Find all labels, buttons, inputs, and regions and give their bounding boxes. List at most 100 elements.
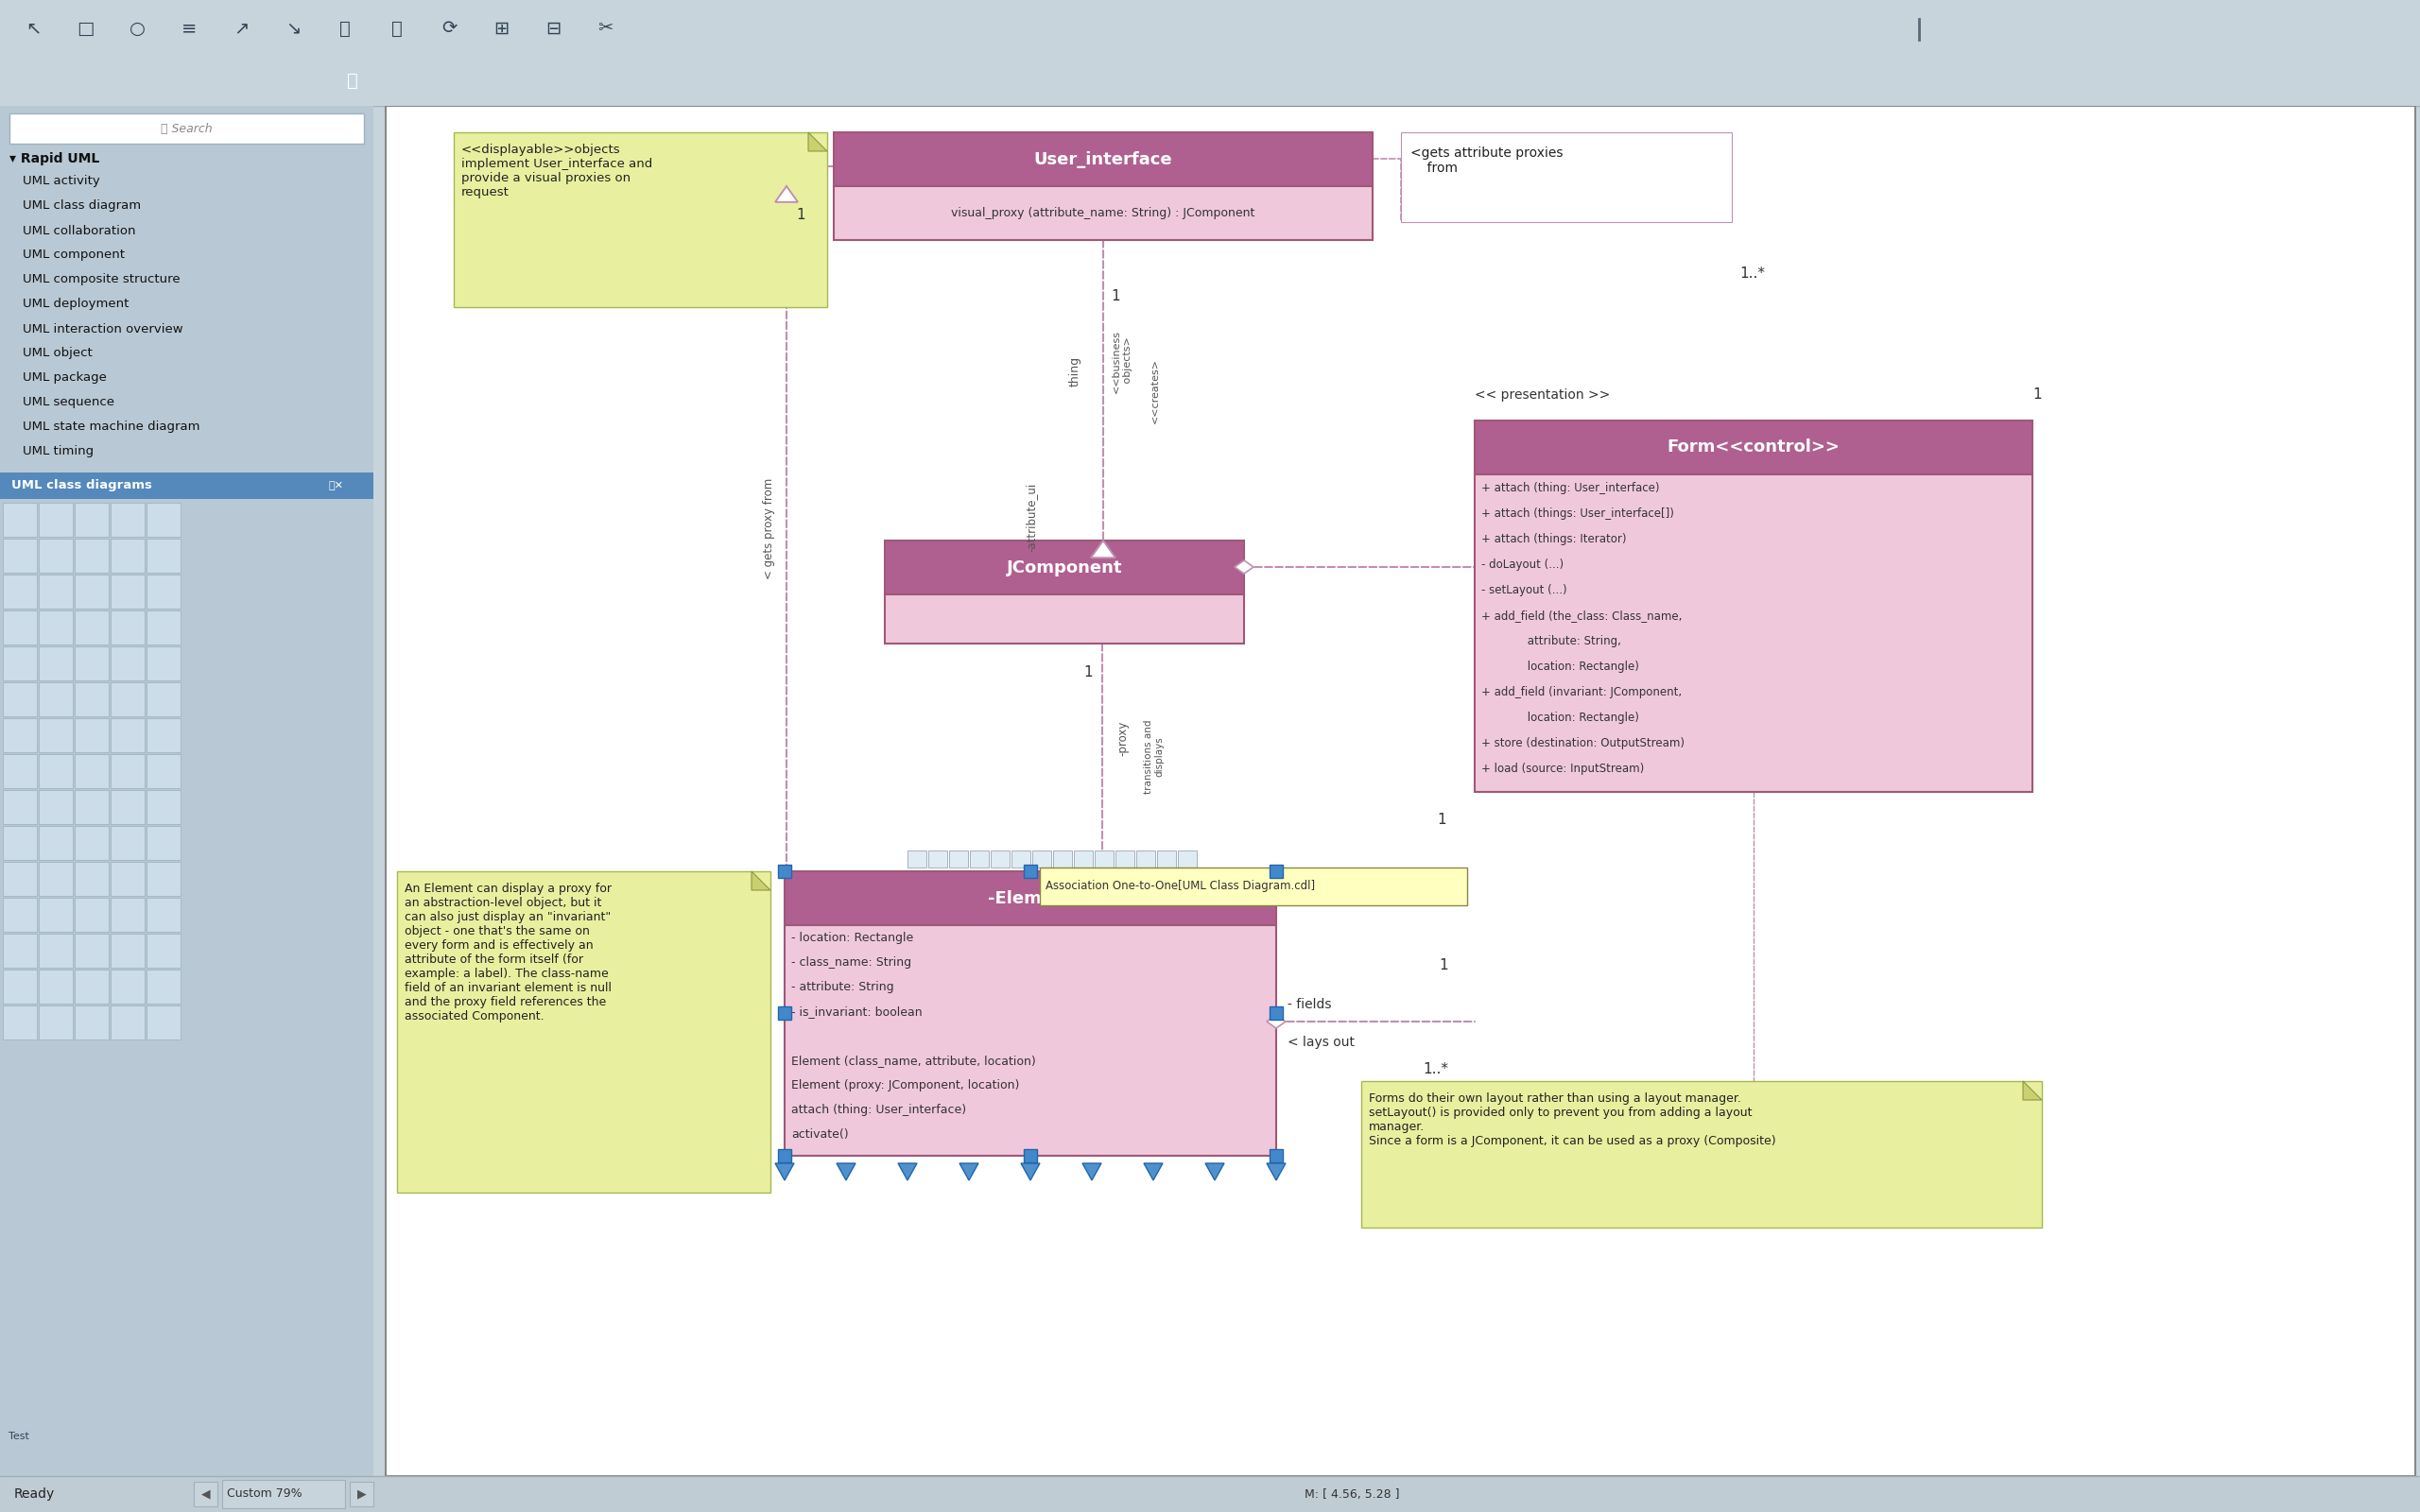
Bar	[39, 611, 73, 644]
Text: ↗: ↗	[232, 20, 249, 38]
Bar	[111, 575, 145, 608]
Bar	[63, 8, 106, 48]
Text: UML sequence: UML sequence	[22, 396, 114, 408]
Text: ↖: ↖	[24, 20, 41, 38]
Bar	[167, 8, 211, 48]
Bar	[784, 871, 1275, 925]
Bar	[1641, 8, 1684, 48]
Text: -proxy: -proxy	[1116, 720, 1128, 756]
Bar	[428, 8, 472, 48]
Bar	[111, 826, 145, 860]
Text: 1: 1	[796, 207, 806, 222]
Bar	[1796, 18, 2062, 39]
Text: 1: 1	[1111, 290, 1120, 304]
Bar	[0, 0, 2420, 59]
Bar	[111, 754, 145, 788]
Bar	[0, 106, 373, 1512]
Bar	[1157, 850, 1176, 868]
Bar	[990, 850, 1009, 868]
Bar	[1024, 865, 1038, 878]
Text: Custom 79%: Custom 79%	[227, 1488, 302, 1500]
Text: attribute: String,: attribute: String,	[1481, 635, 1621, 647]
Text: ⊟: ⊟	[544, 20, 561, 38]
Bar	[1116, 850, 1135, 868]
Bar	[1053, 850, 1072, 868]
Bar	[908, 850, 927, 868]
Polygon shape	[753, 871, 770, 891]
Bar	[75, 538, 109, 573]
Text: - doLayout (...): - doLayout (...)	[1481, 558, 1563, 570]
Bar	[1588, 8, 1631, 48]
Bar	[39, 1005, 73, 1040]
Text: ≡: ≡	[182, 20, 196, 38]
Bar	[644, 8, 687, 48]
Bar	[929, 850, 946, 868]
Text: ◀: ◀	[201, 1488, 211, 1500]
Bar	[970, 850, 990, 868]
Text: UML class diagrams: UML class diagrams	[12, 479, 152, 491]
Bar	[2, 611, 36, 644]
Bar	[75, 754, 109, 788]
Bar	[2, 647, 36, 680]
Bar	[223, 1480, 346, 1509]
Text: ↘: ↘	[286, 20, 300, 38]
Bar	[75, 969, 109, 1004]
Bar	[75, 682, 109, 717]
Text: attach (thing: User_interface): attach (thing: User_interface)	[791, 1104, 966, 1116]
Polygon shape	[958, 1163, 978, 1181]
Bar	[748, 8, 791, 48]
Text: UML class diagram: UML class diagram	[22, 200, 140, 212]
Bar	[194, 1482, 218, 1506]
Bar	[111, 1005, 145, 1040]
Bar	[75, 898, 109, 931]
Bar	[111, 718, 145, 751]
Text: Forms do their own layout rather than using a layout manager.
setLayout() is pro: Forms do their own layout rather than us…	[1370, 1092, 1776, 1148]
Bar	[2, 575, 36, 608]
Text: 1..*: 1..*	[1740, 268, 1764, 281]
Text: visual_proxy (attribute_name: String) : JComponent: visual_proxy (attribute_name: String) : …	[951, 207, 1256, 219]
Bar	[148, 538, 182, 573]
Text: location: Rectangle): location: Rectangle)	[1481, 661, 1638, 673]
Bar	[39, 647, 73, 680]
Bar	[271, 8, 315, 48]
Text: + attach (thing: User_interface): + attach (thing: User_interface)	[1481, 482, 1660, 494]
Bar	[2, 789, 36, 824]
Text: ⟳: ⟳	[440, 20, 457, 38]
Bar	[75, 611, 109, 644]
Bar	[75, 647, 109, 680]
Text: - location: Rectangle: - location: Rectangle	[791, 931, 912, 943]
Text: UML deployment: UML deployment	[22, 298, 128, 310]
Text: UML collaboration: UML collaboration	[22, 224, 136, 237]
Bar	[148, 682, 182, 717]
Text: - is_invariant: boolean: - is_invariant: boolean	[791, 1005, 922, 1018]
Bar	[39, 682, 73, 717]
Bar	[2, 933, 36, 968]
Text: transitions and
displays: transitions and displays	[1145, 720, 1164, 794]
Text: ✂: ✂	[598, 20, 612, 38]
Bar	[1137, 850, 1154, 868]
Bar	[111, 898, 145, 931]
Bar	[2, 969, 36, 1004]
Bar	[148, 898, 182, 931]
Bar	[148, 826, 182, 860]
Polygon shape	[774, 1163, 794, 1181]
Bar	[148, 718, 182, 751]
Bar	[1270, 1007, 1283, 1019]
Text: 🔍 Search: 🔍 Search	[160, 122, 213, 135]
Text: + add_field (the_class: Class_name,: + add_field (the_class: Class_name,	[1481, 609, 1682, 621]
Bar	[1692, 8, 1735, 48]
Bar	[39, 826, 73, 860]
Bar	[2, 1005, 36, 1040]
Text: <<business
 objects>: <<business objects>	[1111, 330, 1133, 393]
Bar	[1360, 1081, 2042, 1228]
Bar	[39, 969, 73, 1004]
Bar	[1179, 850, 1198, 868]
Bar	[1024, 1149, 1038, 1163]
Bar	[148, 502, 182, 537]
Bar	[1033, 850, 1050, 868]
Polygon shape	[774, 186, 799, 203]
Bar	[0, 1476, 2420, 1512]
Polygon shape	[1266, 1015, 1285, 1028]
Text: thing: thing	[1070, 357, 1082, 387]
Bar	[0, 59, 2420, 106]
